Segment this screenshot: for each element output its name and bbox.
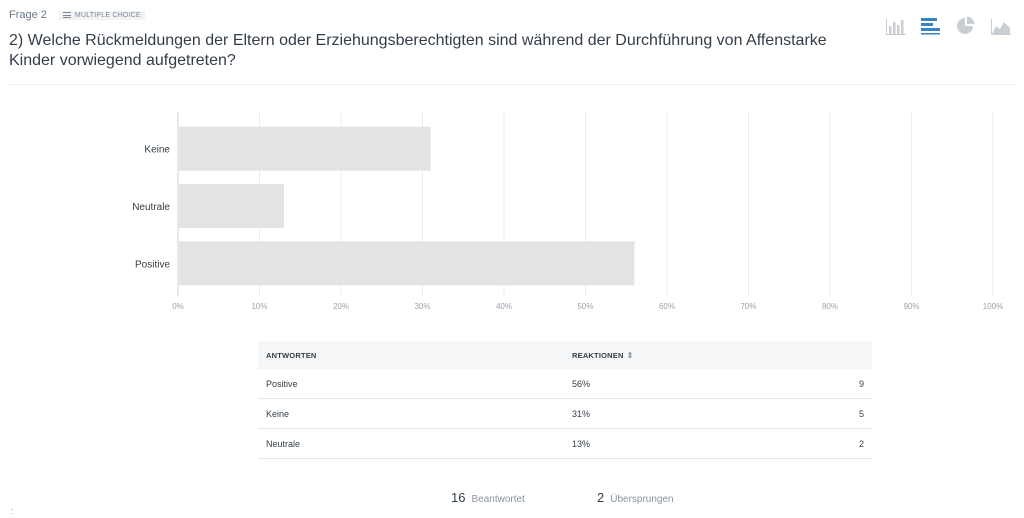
x-tick-label: 50% xyxy=(577,302,593,311)
chart-view-switcher xyxy=(885,16,1012,36)
table-header-row: ANTWORTEN REAKTIONEN ⇕ xyxy=(258,341,872,369)
question-header: Frage 2 MULTIPLE CHOICE xyxy=(9,9,145,21)
question-type-badge: MULTIPLE CHOICE xyxy=(58,10,145,20)
x-tick-label: 30% xyxy=(414,302,430,311)
skipped-count: 2 xyxy=(597,490,605,505)
area-chart-icon[interactable] xyxy=(990,16,1012,36)
table-row: Positive 56% 9 xyxy=(258,369,872,399)
pie-chart-icon[interactable] xyxy=(955,16,977,36)
question-number: Frage 2 xyxy=(9,9,47,21)
vertical-bar-icon[interactable] xyxy=(885,16,907,36)
col-header-count xyxy=(796,341,872,369)
x-tick-label: 90% xyxy=(903,302,919,311)
count-cell: 5 xyxy=(796,398,872,429)
x-tick-label: 20% xyxy=(333,302,349,311)
answered-count: 16 xyxy=(451,490,466,505)
list-icon xyxy=(62,12,71,18)
x-tick-label: 60% xyxy=(659,302,675,311)
responses-table: ANTWORTEN REAKTIONEN ⇕ Positive 56% 9 Kei… xyxy=(258,341,872,459)
col-header-reactions-label: REAKTIONEN xyxy=(572,350,624,360)
col-header-reactions[interactable]: REAKTIONEN ⇕ xyxy=(564,341,796,369)
x-tick-label: 40% xyxy=(496,302,512,311)
x-tick-label: 80% xyxy=(822,302,838,311)
sort-icon[interactable]: ⇕ xyxy=(626,350,634,360)
bar-chart: 0% 10% 20% 30% 40% 50% 60% 70% 80% 90% 100% Keine Ne… xyxy=(132,112,1003,311)
x-tick-label: 70% xyxy=(740,302,756,311)
col-header-answers: ANTWORTEN xyxy=(266,350,317,360)
y-category-label: Positive xyxy=(135,259,170,270)
table-row: Keine 31% 5 xyxy=(258,398,872,429)
question-type-label: MULTIPLE CHOICE xyxy=(74,11,141,19)
percent-cell: 56% xyxy=(564,369,796,399)
answered-label: Beantwortet xyxy=(471,494,525,505)
count-cell: 2 xyxy=(796,428,872,459)
count-cell: 9 xyxy=(796,369,872,399)
answer-cell: Neutrale xyxy=(258,428,564,459)
question-title: 2) Welche Rückmeldungen der Eltern oder … xyxy=(9,32,827,69)
answer-cell: Keine xyxy=(258,398,564,429)
x-tick-label: 0% xyxy=(172,302,184,311)
x-tick-label: 10% xyxy=(251,302,267,311)
horizontal-bar-icon[interactable] xyxy=(920,16,942,36)
y-category-label: Keine xyxy=(144,145,170,156)
y-category-label: Neutrale xyxy=(132,202,170,213)
answered-summary: 16 Beantwortet xyxy=(451,490,525,505)
skipped-label: Übersprungen xyxy=(610,494,674,505)
table-row: Neutrale 13% 2 xyxy=(258,428,872,459)
bar xyxy=(179,184,284,228)
x-tick-label: 100% xyxy=(983,302,1003,311)
bar xyxy=(179,126,431,171)
stray-mark: : xyxy=(11,506,14,516)
header-divider xyxy=(9,84,1015,85)
answer-cell: Positive xyxy=(258,369,564,399)
response-chart: 0% 10% 20% 30% 40% 50% 60% 70% 80% 90% 100% Keine Ne… xyxy=(0,100,1024,330)
bar xyxy=(179,241,635,286)
percent-cell: 31% xyxy=(564,398,796,429)
percent-cell: 13% xyxy=(564,428,796,459)
skipped-summary: 2 Übersprungen xyxy=(597,490,674,505)
